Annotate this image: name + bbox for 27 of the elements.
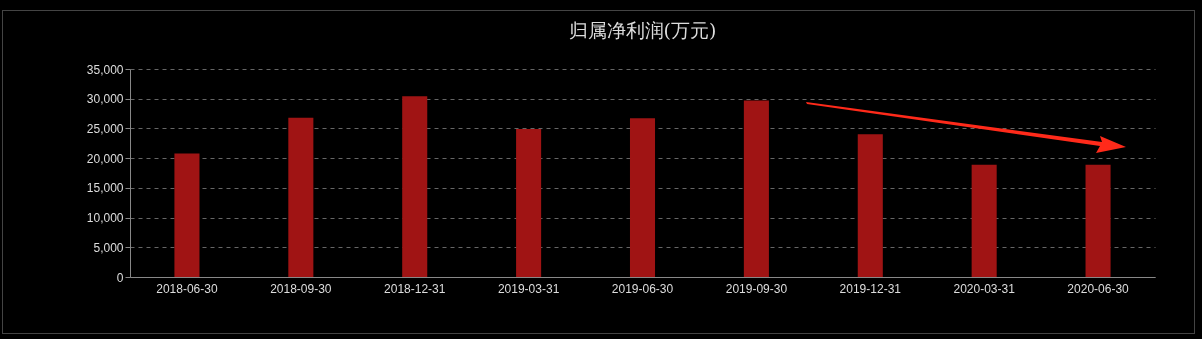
x-tick-label: 2020-06-30	[1067, 281, 1130, 296]
x-tick-label: 2019-03-31	[497, 281, 560, 296]
y-tick-label: 20,000	[86, 151, 124, 166]
y-tick-label: 25,000	[86, 121, 124, 136]
bar	[402, 96, 428, 277]
bar	[971, 164, 997, 277]
x-tick-label: 2019-12-31	[839, 281, 902, 296]
y-tick-label: 15,000	[86, 181, 124, 196]
x-tick-label: 2018-09-30	[270, 281, 332, 296]
x-tick-label: 2020-03-31	[953, 281, 1016, 296]
chart-title: 归属净利润(万元)	[568, 19, 717, 41]
bar	[743, 100, 769, 277]
x-tick-label: 2019-09-30	[725, 281, 788, 296]
bar	[629, 118, 656, 277]
x-tick-label: 2018-06-30	[156, 281, 218, 296]
bar	[516, 129, 542, 277]
bar	[857, 134, 883, 277]
bar	[1085, 164, 1111, 277]
y-tick-label: 5,000	[93, 240, 124, 255]
y-tick-label: 30,000	[86, 92, 124, 107]
x-tick-label: 2018-12-31	[384, 281, 446, 296]
bar	[288, 117, 314, 277]
x-tick-label: 2019-06-30	[611, 281, 674, 296]
y-tick-label: 0	[116, 270, 124, 285]
y-tick-label: 10,000	[86, 211, 124, 226]
y-tick-label: 35,000	[86, 62, 124, 77]
bar	[174, 153, 200, 277]
